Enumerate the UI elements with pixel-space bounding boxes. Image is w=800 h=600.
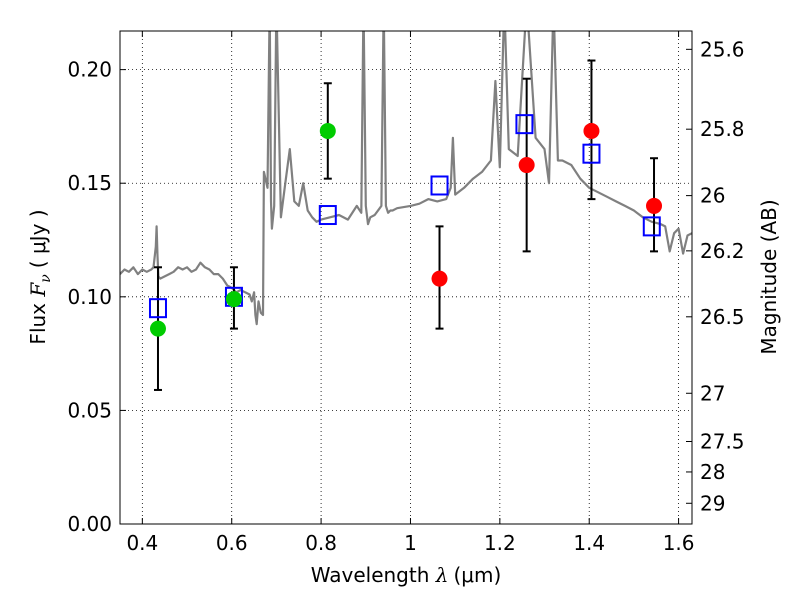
- magnitude-tick-label: 26.2: [700, 239, 745, 263]
- observed-photometry-points: [149, 122, 663, 337]
- x-tick-label: 1.4: [573, 531, 605, 555]
- model-photometry-square: [582, 143, 601, 164]
- magnitude-tick-label: 25.8: [700, 117, 745, 141]
- magnitude-axis-ticks: 25.6 25.8 26 26.2 26.5 27 27.5 28 29: [686, 37, 745, 515]
- y-tick-label: 0.00: [67, 512, 112, 536]
- magnitude-tick-label: 25.6: [700, 37, 745, 61]
- model-photometry-square: [642, 216, 661, 237]
- x-tick-label: 0.4: [126, 531, 158, 555]
- photometry-point: [319, 122, 336, 139]
- y-axis-ticks: 0.00 0.05 0.10 0.15 0.20: [67, 58, 126, 536]
- y-tick-label: 0.10: [67, 285, 112, 309]
- model-photometry-square: [148, 298, 167, 319]
- photometry-point: [518, 157, 535, 174]
- x-tick-label: 0.8: [305, 531, 337, 555]
- x-tick-label: 1.2: [484, 531, 516, 555]
- model-photometry-square: [318, 205, 337, 226]
- photometry-point: [225, 291, 242, 308]
- x-tick-label: 1: [404, 531, 417, 555]
- x-tick-label: 0.6: [216, 531, 248, 555]
- photometry-point: [583, 122, 600, 139]
- x-axis-label: Wavelength λ (μm): [311, 563, 502, 587]
- model-sed-line: [120, 31, 692, 326]
- magnitude-axis-label: Magnitude (AB): [757, 199, 781, 354]
- magnitude-tick-label: 28: [700, 460, 725, 484]
- photometry-point: [646, 197, 663, 214]
- model-photometry-squares: [148, 114, 661, 319]
- y-tick-label: 0.15: [67, 171, 112, 195]
- magnitude-tick-label: 29: [700, 491, 725, 515]
- magnitude-tick-label: 26.5: [700, 305, 745, 329]
- x-axis-ticks: 0.4 0.6 0.8 1 1.2 1.4 1.6: [126, 31, 695, 555]
- y-axis-label: Flux Fν( μJy ): [26, 209, 54, 344]
- y-tick-label: 0.05: [67, 398, 112, 422]
- x-tick-label: 1.6: [663, 531, 695, 555]
- magnitude-tick-label: 27: [700, 381, 725, 405]
- model-photometry-square: [515, 114, 534, 135]
- photometry-point: [149, 320, 166, 337]
- magnitude-tick-label: 26: [700, 184, 725, 208]
- plot-frame: [119, 30, 693, 525]
- magnitude-tick-label: 27.5: [700, 430, 745, 454]
- model-photometry-square: [430, 175, 449, 196]
- photometry-point: [431, 270, 448, 287]
- y-tick-label: 0.20: [67, 58, 112, 82]
